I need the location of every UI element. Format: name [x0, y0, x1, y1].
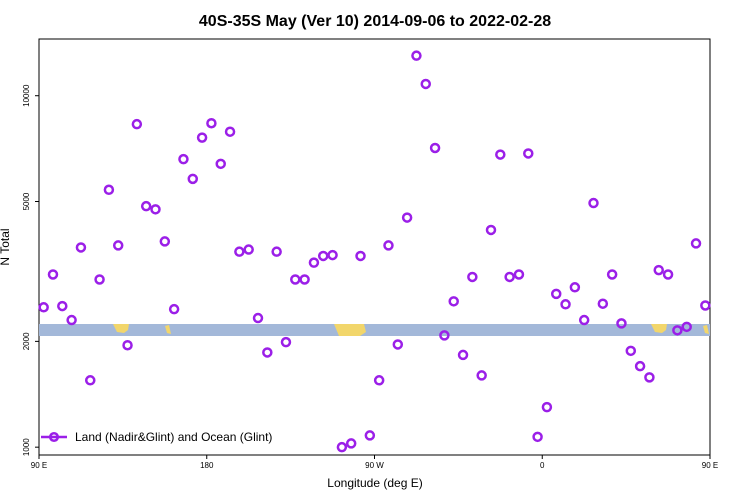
data-point [578, 314, 590, 326]
chart-title: 40S-35S May (Ver 10) 2014-09-06 to 2022-… [199, 13, 551, 30]
data-point [625, 345, 637, 357]
data-point [597, 298, 609, 309]
data-point [383, 240, 394, 251]
data-point [523, 148, 534, 159]
plot-frame [38, 38, 711, 456]
data-point [234, 246, 245, 257]
data-point [150, 204, 161, 215]
data-point [672, 325, 683, 336]
data-point [690, 238, 702, 249]
x-tick-label: 90 W [365, 461, 384, 470]
data-point [243, 244, 254, 255]
data-point [644, 372, 655, 383]
data-point [364, 430, 376, 441]
data-point [662, 269, 674, 280]
data-point [411, 50, 422, 61]
data-point [103, 184, 115, 196]
x-tick-label: 90 E [702, 461, 718, 470]
data-point [66, 314, 77, 326]
data-point [75, 242, 87, 253]
x-tick-label: 180 [200, 461, 214, 470]
x-tick-label: 90 E [31, 461, 47, 470]
data-point [550, 288, 562, 300]
data-point [513, 269, 525, 280]
legend-label: Land (Nadir&Glint) and Ocean (Glint) [75, 430, 272, 444]
data-point [57, 300, 68, 312]
data-point [401, 212, 413, 223]
data-point [345, 438, 357, 449]
data-point [476, 370, 487, 381]
data-point [317, 250, 329, 262]
data-point [299, 274, 310, 285]
data-point [467, 271, 478, 283]
data-point [215, 158, 226, 170]
data-point [122, 339, 133, 351]
data-point [168, 303, 180, 315]
data-point [206, 117, 217, 129]
data-point [541, 401, 553, 413]
legend-marker [48, 431, 60, 443]
data-point [448, 296, 459, 307]
data-point [532, 431, 543, 443]
data-point [485, 224, 497, 236]
data-point [588, 197, 599, 209]
data-point [606, 269, 618, 280]
data-point [131, 118, 143, 130]
data-point [504, 271, 515, 283]
y-tick-label: 5000 [22, 192, 31, 210]
data-point [38, 302, 49, 313]
data-point [327, 249, 338, 261]
data-point [262, 347, 273, 358]
data-point [439, 330, 450, 341]
data-point [336, 441, 348, 453]
data-point [187, 173, 199, 185]
y-tick-label: 10000 [22, 84, 31, 107]
x-axis: 90 E 180 90 W 0 90 E [31, 455, 718, 470]
data-point [290, 274, 301, 285]
data-point [653, 264, 664, 276]
x-tick-label: 0 [540, 461, 545, 470]
data-point [140, 200, 152, 212]
x-axis-label: Longitude (deg E) [327, 476, 422, 490]
data-point [616, 318, 627, 329]
data-point [495, 149, 506, 160]
y-tick-label: 1000 [22, 438, 31, 456]
data-point [280, 336, 292, 348]
data-point [94, 274, 105, 285]
data-point [392, 339, 404, 350]
data-point [560, 299, 571, 310]
data-point [355, 250, 366, 262]
data-point [700, 300, 711, 311]
y-axis: 1000 2000 5000 10000 [22, 84, 39, 456]
data-point [196, 132, 208, 143]
data-point [178, 153, 189, 165]
data-points [38, 50, 711, 453]
land-ocean-band [39, 324, 710, 336]
data-point [457, 349, 469, 361]
legend: Land (Nadir&Glint) and Ocean (Glint) [41, 430, 272, 444]
data-point [373, 375, 385, 386]
data-point [429, 142, 441, 154]
data-point [85, 375, 96, 386]
data-point [224, 126, 236, 137]
data-point [634, 360, 646, 372]
data-point [681, 321, 692, 333]
data-point [420, 78, 432, 90]
data-point [112, 240, 124, 251]
data-point [271, 246, 282, 257]
data-point [308, 257, 320, 268]
data-point [252, 312, 264, 324]
y-tick-label: 2000 [22, 332, 31, 350]
y-axis-label: N Total [0, 228, 12, 265]
data-point [159, 236, 171, 247]
data-point [47, 269, 59, 280]
data-point [569, 282, 581, 293]
